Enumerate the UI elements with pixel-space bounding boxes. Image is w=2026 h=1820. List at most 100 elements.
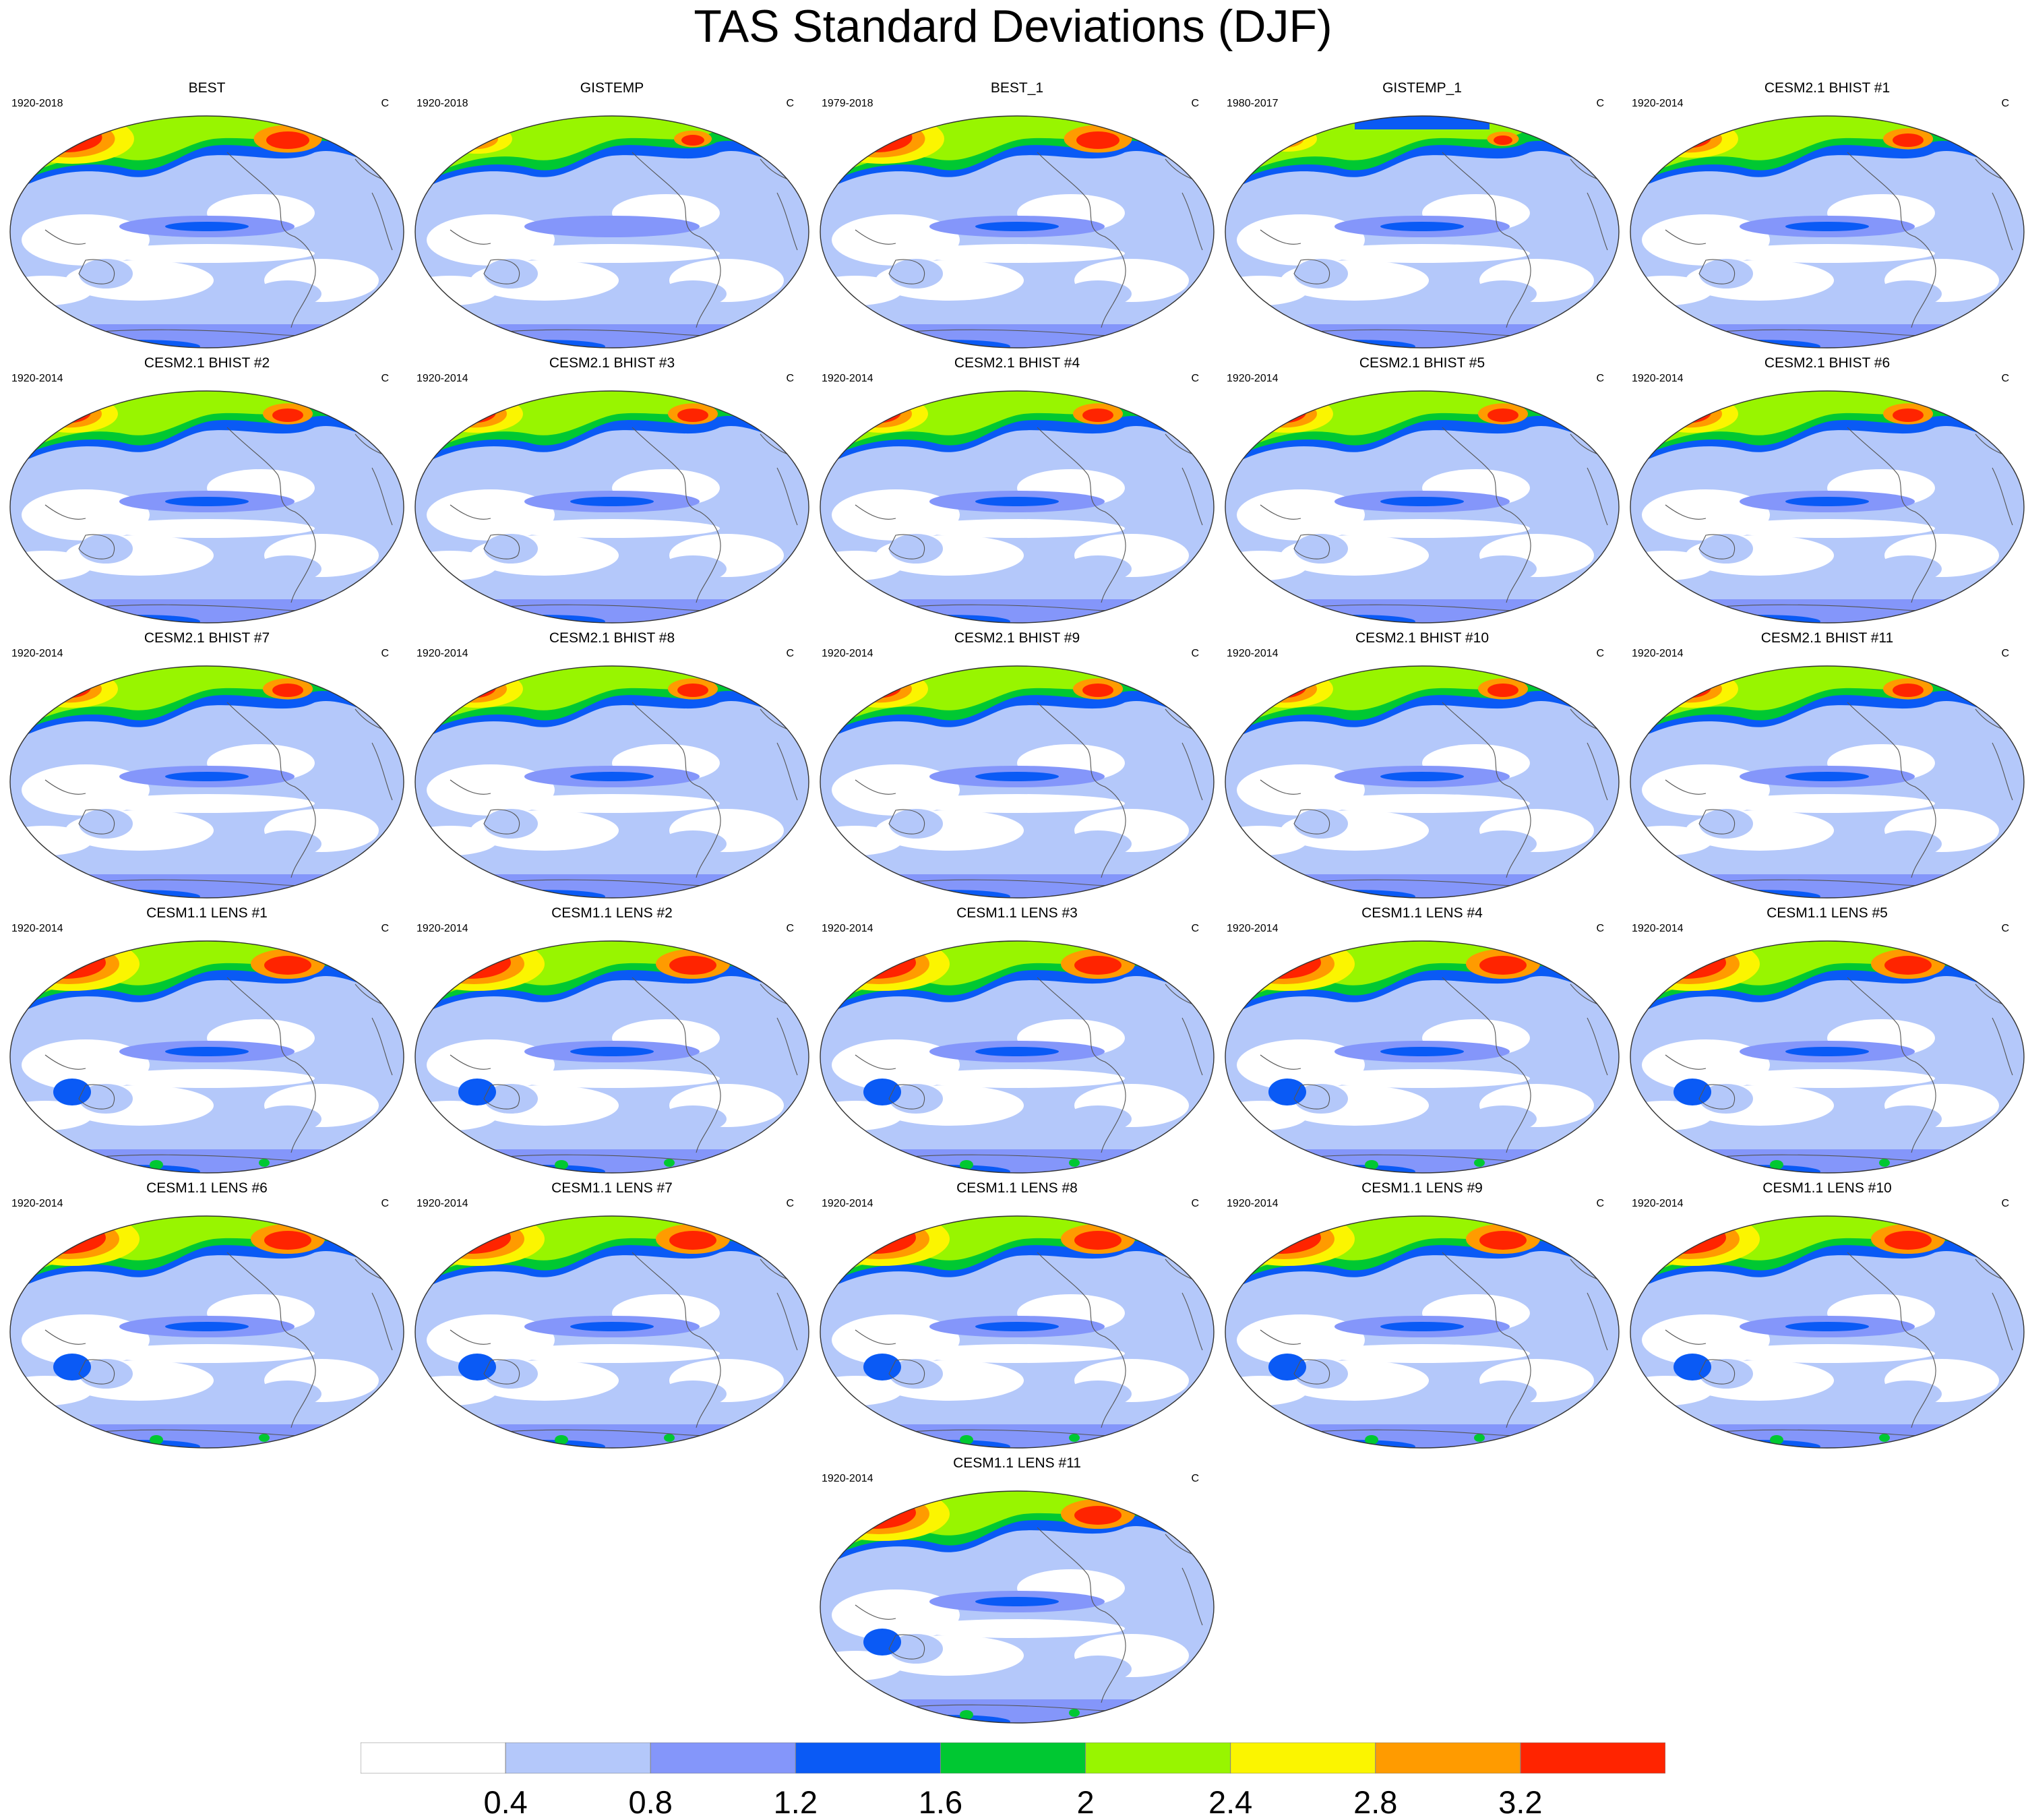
map-panel: CESM2.1 BHIST #3 1920-2014 C: [410, 355, 814, 630]
map-panel: CESM2.1 BHIST #4 1920-2014 C: [815, 355, 1219, 630]
map-field: [10, 116, 404, 348]
world-map: [9, 665, 404, 899]
map-field: [820, 941, 1214, 1173]
panel-title: CESM2.1 BHIST #6: [1764, 355, 1891, 371]
panel-period: 1920-2014: [1227, 373, 1279, 384]
map-panel: CESM1.1 LENS #5 1920-2014 C: [1625, 905, 2026, 1180]
map-panel: CESM2.1 BHIST #1 1920-2014 C: [1625, 80, 2026, 355]
world-map: [1630, 390, 2025, 624]
map-panel: CESM1.1 LENS #3 1920-2014 C: [815, 905, 1219, 1180]
panel-period: 1920-2014: [1632, 648, 1684, 659]
map-panel: CESM2.1 BHIST #10 1920-2014 C: [1220, 630, 1624, 905]
colorbar-tick-label: 2: [1076, 1784, 1095, 1820]
map-panel: CESM2.1 BHIST #5 1920-2014 C: [1220, 355, 1624, 630]
panel-unit: C: [1596, 648, 1604, 659]
colorbar-segment: [795, 1742, 941, 1773]
colorbar-segment: [1520, 1742, 1665, 1773]
map-panel: CESM1.1 LENS #1 1920-2014 C: [5, 905, 409, 1180]
panel-unit: C: [1191, 98, 1199, 109]
world-map: [1630, 115, 2025, 348]
world-map: [415, 665, 809, 899]
map-field: [820, 1491, 1214, 1723]
panel-unit: C: [381, 373, 389, 384]
map-panel: BEST_1 1979-2018 C: [815, 80, 1219, 355]
panel-title: CESM2.1 BHIST #8: [549, 630, 675, 646]
panel-title: CESM2.1 BHIST #2: [144, 355, 270, 371]
panel-title: CESM1.1 LENS #7: [551, 1180, 673, 1196]
panel-title: CESM2.1 BHIST #10: [1355, 630, 1490, 646]
colorbar-segment: [1375, 1742, 1521, 1773]
map-panel: CESM1.1 LENS #2 1920-2014 C: [410, 905, 814, 1180]
panel-period: 1920-2014: [822, 923, 873, 934]
panel-title: CESM1.1 LENS #11: [953, 1455, 1081, 1471]
panel-period: 1920-2014: [11, 648, 63, 659]
world-map: [1225, 390, 1620, 624]
map-panel: CESM1.1 LENS #9 1920-2014 C: [1220, 1180, 1624, 1455]
map-panel: CESM1.1 LENS #10 1920-2014 C: [1625, 1180, 2026, 1455]
world-map: [9, 940, 404, 1174]
panel-period: 1920-2014: [1632, 1198, 1684, 1209]
panel-period: 1920-2014: [1227, 648, 1279, 659]
panel-unit: C: [1191, 373, 1199, 384]
panel-period: 1920-2014: [11, 373, 63, 384]
panel-unit: C: [1596, 923, 1604, 934]
map-field: [1630, 1216, 2024, 1448]
panel-period: 1920-2014: [1227, 923, 1279, 934]
panel-period: 1920-2014: [417, 648, 468, 659]
panel-title: CESM1.1 LENS #3: [956, 905, 1078, 921]
map-panel: CESM1.1 LENS #11 1920-2014 C: [815, 1455, 1219, 1730]
colorbar-segment: [940, 1742, 1086, 1773]
map-panel: CESM1.1 LENS #8 1920-2014 C: [815, 1180, 1219, 1455]
panel-period: 1920-2014: [822, 1198, 873, 1209]
map-field: [1630, 116, 2024, 348]
panel-title: CESM2.1 BHIST #4: [954, 355, 1080, 371]
panel-period: 1920-2014: [11, 1198, 63, 1209]
colorbar-tick-label: 1.2: [773, 1784, 818, 1820]
panel-title: GISTEMP_1: [1382, 80, 1462, 96]
map-field: [820, 391, 1214, 623]
map-panel: BEST 1920-2018 C: [5, 80, 409, 355]
map-field: [10, 1216, 404, 1448]
panel-unit: C: [1596, 98, 1604, 109]
panel-title: CESM2.1 BHIST #1: [1764, 80, 1891, 96]
map-field: [1630, 666, 2024, 898]
world-map: [820, 390, 1215, 624]
map-field: [820, 1216, 1214, 1448]
world-map: [1630, 665, 2025, 899]
panel-unit: C: [1191, 1198, 1199, 1209]
panel-unit: C: [381, 98, 389, 109]
world-map: [1630, 1215, 2025, 1449]
panel-unit: C: [786, 648, 794, 659]
map-field: [1225, 941, 1619, 1173]
panel-title: GISTEMP: [580, 80, 644, 96]
world-map: [820, 665, 1215, 899]
panel-title: CESM2.1 BHIST #11: [1760, 630, 1894, 646]
world-map: [415, 1215, 809, 1449]
panel-unit: C: [1596, 1198, 1604, 1209]
colorbar-segment: [1230, 1742, 1376, 1773]
colorbar-tick-label: 0.8: [628, 1784, 673, 1820]
panel-unit: C: [786, 373, 794, 384]
map-field: [415, 116, 809, 348]
panel-unit: C: [1191, 1473, 1199, 1484]
panel-title: BEST: [188, 80, 226, 96]
panel-title: CESM1.1 LENS #2: [551, 905, 673, 921]
panel-title: CESM1.1 LENS #8: [956, 1180, 1078, 1196]
page-title: TAS Standard Deviations (DJF): [694, 1, 1332, 52]
world-map: [820, 940, 1215, 1174]
world-map: [415, 115, 809, 348]
colorbar-tick-label: 3.2: [1498, 1784, 1543, 1820]
map-panel: GISTEMP_1 1980-2017 C: [1220, 80, 1624, 355]
map-field: [1630, 391, 2024, 623]
panel-period: 1920-2018: [417, 98, 468, 109]
panel-period: 1920-2014: [11, 923, 63, 934]
panel-period: 1920-2014: [1227, 1198, 1279, 1209]
panel-unit: C: [786, 98, 794, 109]
colorbar-segment: [1085, 1742, 1231, 1773]
panel-period: 1979-2018: [822, 98, 873, 109]
map-field: [415, 941, 809, 1173]
panel-period: 1920-2014: [1632, 923, 1684, 934]
panel-title: CESM1.1 LENS #1: [146, 905, 268, 921]
panel-unit: C: [786, 1198, 794, 1209]
panel-period: 1920-2014: [1632, 98, 1684, 109]
